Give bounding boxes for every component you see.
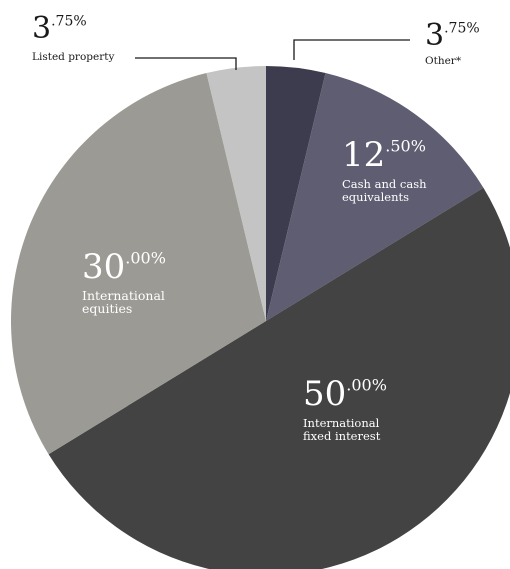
slice-label-cash: equivalents [342, 190, 409, 204]
slice-value-cash: 12.50% [342, 135, 426, 175]
slice-value-fixed: 50.00% [303, 374, 387, 414]
pie-slice-fixed [48, 187, 510, 569]
slice-labels: 3.75%Other*12.50%Cash and cashequivalent… [32, 11, 480, 443]
slice-value-decimal-other: .75% [444, 20, 480, 36]
slice-value-decimal-property: .75% [51, 13, 87, 29]
slice-value-property: 3.75% [32, 11, 87, 46]
slice-label-fixed: International [303, 416, 380, 430]
slice-label-fixed: fixed interest [303, 429, 381, 443]
slice-value-decimal-equities: .00% [125, 249, 166, 268]
slice-value-whole-equities: 30 [82, 247, 125, 287]
slice-value-equities: 30.00% [82, 247, 166, 287]
pie-slice-other [266, 66, 326, 321]
slice-label-property: Listed property [32, 51, 114, 63]
slice-value-whole-cash: 12 [342, 135, 385, 175]
pie-slice-property [206, 66, 266, 321]
pie-slice-cash [266, 73, 484, 321]
slice-value-other: 3.75% [425, 18, 480, 53]
slice-label-cash: Cash and cash [342, 177, 427, 191]
leader-lines [135, 39, 410, 70]
leader-line-property [135, 57, 237, 70]
slice-value-decimal-cash: .50% [385, 137, 426, 156]
leader-line-other [293, 39, 410, 60]
slice-value-whole-property: 3 [32, 11, 51, 46]
slice-label-other: Other* [425, 55, 462, 67]
slice-label-equities: equities [82, 301, 132, 316]
slice-label-equities: International [82, 288, 165, 303]
slice-value-whole-fixed: 50 [303, 374, 346, 414]
slice-value-decimal-fixed: .00% [346, 376, 387, 395]
pie-slice-equities [11, 73, 266, 455]
slice-value-whole-other: 3 [425, 18, 444, 53]
pie-slices [11, 66, 510, 569]
